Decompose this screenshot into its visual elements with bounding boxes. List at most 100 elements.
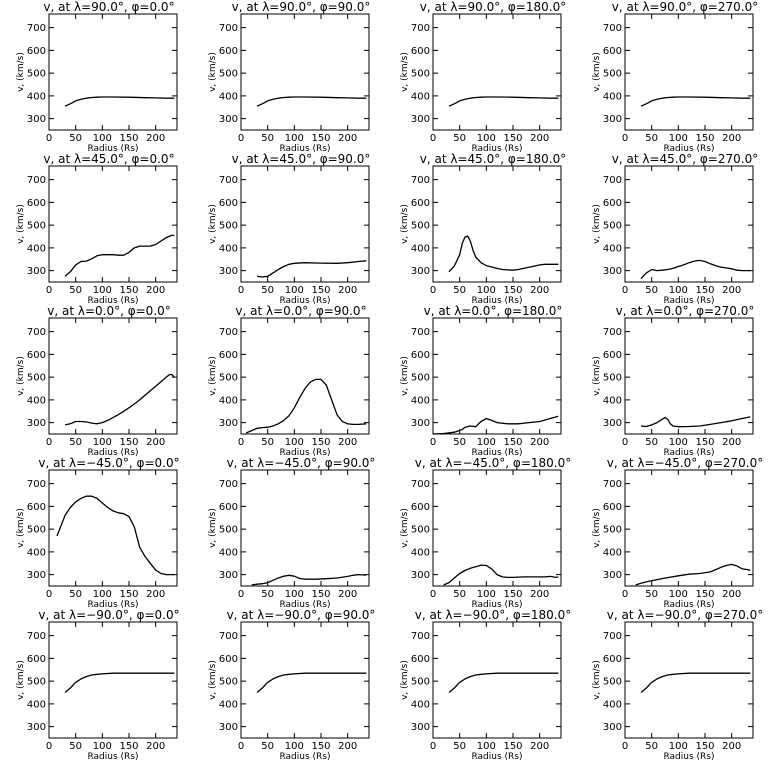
panel-title: v, at λ=90.0°, φ=180.0° [420, 0, 566, 14]
x-tick-label: 150 [695, 741, 714, 752]
x-axis-label: Radius (Rs) [87, 296, 138, 306]
x-tick-label: 50 [69, 437, 82, 448]
y-axis-label: v, (km/s) [400, 52, 410, 92]
y-axis-label: v, (km/s) [16, 508, 26, 548]
plot-frame [48, 13, 178, 131]
x-tick-label: 50 [69, 133, 82, 144]
series-line-0 [432, 415, 559, 435]
y-tick-label: 600 [27, 502, 46, 513]
y-axis-label: v, (km/s) [208, 660, 218, 700]
x-tick-label: 100 [93, 741, 112, 752]
y-tick-label: 300 [27, 266, 46, 277]
y-tick-label: 300 [411, 418, 430, 429]
x-tick-label: 200 [722, 437, 741, 448]
y-axis-label: v, (km/s) [16, 356, 26, 396]
x-tick-label: 0 [46, 133, 52, 144]
x-tick-label: 150 [311, 437, 330, 448]
x-tick-label: 50 [453, 133, 466, 144]
x-tick-label: 200 [146, 133, 165, 144]
y-tick-label: 500 [603, 221, 622, 232]
panel-3-1: v, at λ=−45.0°, φ=90.0° 0 50 100 150 200 300 40… [208, 456, 375, 610]
y-tick-label: 700 [411, 479, 430, 490]
x-tick-label: 100 [93, 437, 112, 448]
panel-title: v, at λ=−90.0°, φ=0.0° [38, 608, 179, 622]
y-axis-label: v, (km/s) [400, 508, 410, 548]
x-tick-label: 200 [338, 741, 357, 752]
x-tick-label: 50 [261, 285, 274, 296]
panel-title: v, at λ=0.0°, φ=0.0° [47, 304, 171, 318]
x-tick-label: 200 [530, 285, 549, 296]
y-tick-label: 500 [411, 373, 430, 384]
series-line-0 [256, 96, 367, 107]
series-line-0 [443, 564, 559, 586]
x-tick-label: 0 [46, 437, 52, 448]
y-tick-label: 500 [219, 373, 238, 384]
y-tick-label: 500 [603, 69, 622, 80]
x-axis-label: Radius (Rs) [663, 448, 714, 458]
y-tick-label: 600 [27, 198, 46, 209]
panel-title: v, at λ=−45.0°, φ=180.0° [415, 456, 572, 470]
x-tick-label: 0 [238, 133, 244, 144]
x-tick-label: 100 [93, 589, 112, 600]
x-axis-label: Radius (Rs) [663, 296, 714, 306]
x-tick-label: 100 [477, 589, 496, 600]
y-tick-label: 500 [27, 373, 46, 384]
panel-title: v, at λ=45.0°, φ=90.0° [232, 152, 371, 166]
y-tick-label: 400 [603, 547, 622, 558]
x-tick-label: 0 [430, 437, 436, 448]
y-tick-label: 300 [219, 722, 238, 733]
plot-frame [48, 469, 178, 587]
y-tick-label: 400 [27, 699, 46, 710]
panel-title: v, at λ=45.0°, φ=180.0° [420, 152, 566, 166]
plot-frame [48, 317, 178, 435]
y-tick-label: 600 [603, 654, 622, 665]
panel-0-1: v, at λ=90.0°, φ=90.0° 0 50 100 150 200 300 400… [208, 0, 370, 154]
x-tick-label: 150 [119, 589, 138, 600]
x-tick-label: 150 [695, 285, 714, 296]
x-tick-label: 150 [311, 133, 330, 144]
panel-title: v, at λ=−45.0°, φ=90.0° [227, 456, 376, 470]
series-line-0 [640, 416, 751, 428]
y-tick-label: 500 [219, 525, 238, 536]
y-tick-label: 300 [27, 114, 46, 125]
panel-0-3: v, at λ=90.0°, φ=270.0° 0 50 100 150 200 300 40… [592, 0, 758, 154]
x-tick-label: 150 [503, 285, 522, 296]
x-tick-label: 150 [695, 133, 714, 144]
plot-frame [624, 13, 754, 131]
panel-1-1: v, at λ=45.0°, φ=90.0° 0 50 100 150 200 300 400… [208, 152, 370, 306]
x-tick-label: 100 [285, 285, 304, 296]
y-tick-label: 700 [219, 479, 238, 490]
y-tick-label: 700 [411, 23, 430, 34]
y-tick-label: 300 [603, 114, 622, 125]
x-tick-label: 0 [238, 589, 244, 600]
panel-1-0: v, at λ=45.0°, φ=0.0° 0 50 100 150 200 300 400 5… [16, 152, 178, 306]
panel-4-2: v, at λ=−90.0°, φ=180.0° 0 50 100 150 200 300 4… [400, 608, 571, 762]
y-axis-label: v, (km/s) [592, 660, 602, 700]
x-tick-label: 50 [453, 589, 466, 600]
y-axis-label: v, (km/s) [208, 356, 218, 396]
plot-frame [624, 317, 754, 435]
x-tick-label: 50 [261, 437, 274, 448]
panel-title: v, at λ=45.0°, φ=0.0° [43, 152, 174, 166]
y-tick-label: 300 [411, 266, 430, 277]
panel-4-1: v, at λ=−90.0°, φ=90.0° 0 50 100 150 200 300 40… [208, 608, 375, 762]
y-axis-label: v, (km/s) [16, 660, 26, 700]
y-tick-label: 300 [219, 114, 238, 125]
series-line-0 [64, 96, 175, 107]
plot-frame [432, 317, 562, 435]
panel-title: v, at λ=90.0°, φ=90.0° [232, 0, 371, 14]
y-axis-label: v, (km/s) [592, 52, 602, 92]
y-tick-label: 600 [219, 654, 238, 665]
x-tick-label: 150 [311, 285, 330, 296]
panel-title: v, at λ=45.0°, φ=270.0° [612, 152, 758, 166]
x-tick-label: 100 [477, 133, 496, 144]
x-tick-label: 50 [453, 285, 466, 296]
x-tick-label: 50 [261, 741, 274, 752]
panel-1-2: v, at λ=45.0°, φ=180.0° 0 50 100 150 200 300 40… [400, 152, 566, 306]
series-line-0 [246, 378, 367, 434]
series-line-0 [64, 373, 175, 426]
x-axis-label: Radius (Rs) [663, 752, 714, 762]
panel-title: v, at λ=0.0°, φ=90.0° [235, 304, 366, 318]
y-tick-label: 300 [603, 418, 622, 429]
x-tick-label: 100 [669, 437, 688, 448]
